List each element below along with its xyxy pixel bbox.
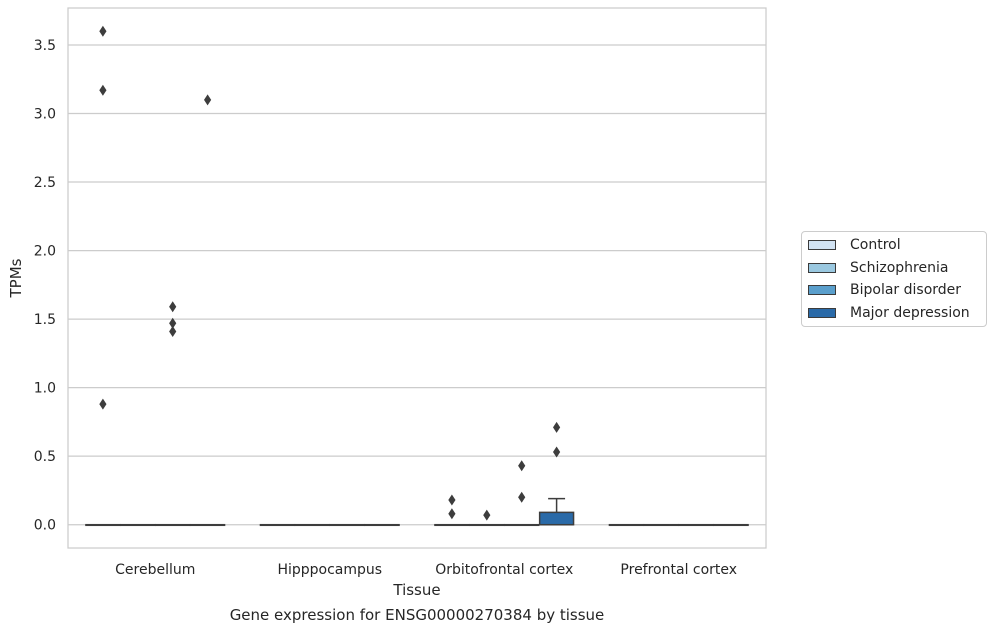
legend-item: Bipolar disorder [808,281,961,299]
box-3-0 [608,523,645,527]
legend-swatch [808,240,836,250]
legend-swatch [808,307,836,318]
outlier-point [169,325,177,337]
box-2-0 [434,523,470,527]
legend-label: Bipolar disorder [850,282,962,298]
outlier-marks [99,25,561,521]
legend-swatch [808,262,836,273]
outlier-point [169,301,177,313]
x-tick-label: Hipppocampus [277,562,382,578]
box-1-3 [364,523,400,527]
y-tick-label: 1.0 [34,381,56,397]
y-tick-label: 3.5 [34,38,56,54]
outlier-point [99,25,107,37]
outlier-point [448,494,456,506]
box-2-1 [469,523,505,527]
box-3-1 [643,523,679,527]
figure-caption: Gene expression for ENSG00000270384 by t… [229,606,605,624]
outlier-point [553,446,561,458]
box-2-3 [538,497,575,526]
x-tick-label: Cerebellum [115,562,195,578]
outlier-point [204,94,212,106]
outlier-point [518,460,526,472]
y-axis-label: TPMs [7,258,25,298]
y-tick-label: 0.5 [34,449,56,465]
legend-item: Control [808,236,901,254]
outlier-point [99,398,107,410]
y-tick-label: 1.5 [34,312,56,328]
box-3-3 [713,523,749,527]
legend-label: Control [850,237,901,253]
x-tick-label: Prefrontal cortex [620,562,737,578]
plot-area [67,7,767,549]
legend: Control Schizophrenia Bipolar disorder Majo… [801,231,987,327]
outlier-point [483,509,491,521]
y-tick-label: 0.0 [34,518,56,534]
x-tick-label: Orbitofrontal cortex [435,562,573,578]
legend-label: Schizophrenia [850,259,949,276]
legend-item: Major depression [808,304,970,322]
box-0-1 [120,523,156,527]
box-0-2 [155,523,191,527]
y-tick-label: 3.0 [34,107,56,123]
box-3-2 [678,523,714,527]
box-0-3 [189,523,226,527]
legend-item: Schizophrenia [808,259,948,277]
y-tick-label: 2.5 [34,175,56,191]
outlier-point [553,421,561,433]
outlier-point [518,491,526,503]
box-body [538,511,575,526]
y-tick-label: 2.0 [34,244,56,260]
box-1-0 [259,523,296,527]
box-0-0 [85,523,121,527]
x-tick-labels: Cerebellum Hipppocampus Orbitofrontal cort… [115,562,737,578]
y-tick-labels: 0.0 0.5 1.0 1.5 2.0 2.5 3.0 3.5 [34,38,56,534]
legend-label: Major depression [850,304,970,321]
box-2-2 [504,523,540,527]
box-1-1 [294,523,331,527]
x-axis-label: Tissue [392,581,440,599]
box-1-2 [329,523,365,527]
outlier-point [169,317,177,329]
outlier-point [99,84,107,96]
legend-swatch [808,285,836,295]
outlier-point [448,508,456,520]
box-marks [85,497,749,527]
